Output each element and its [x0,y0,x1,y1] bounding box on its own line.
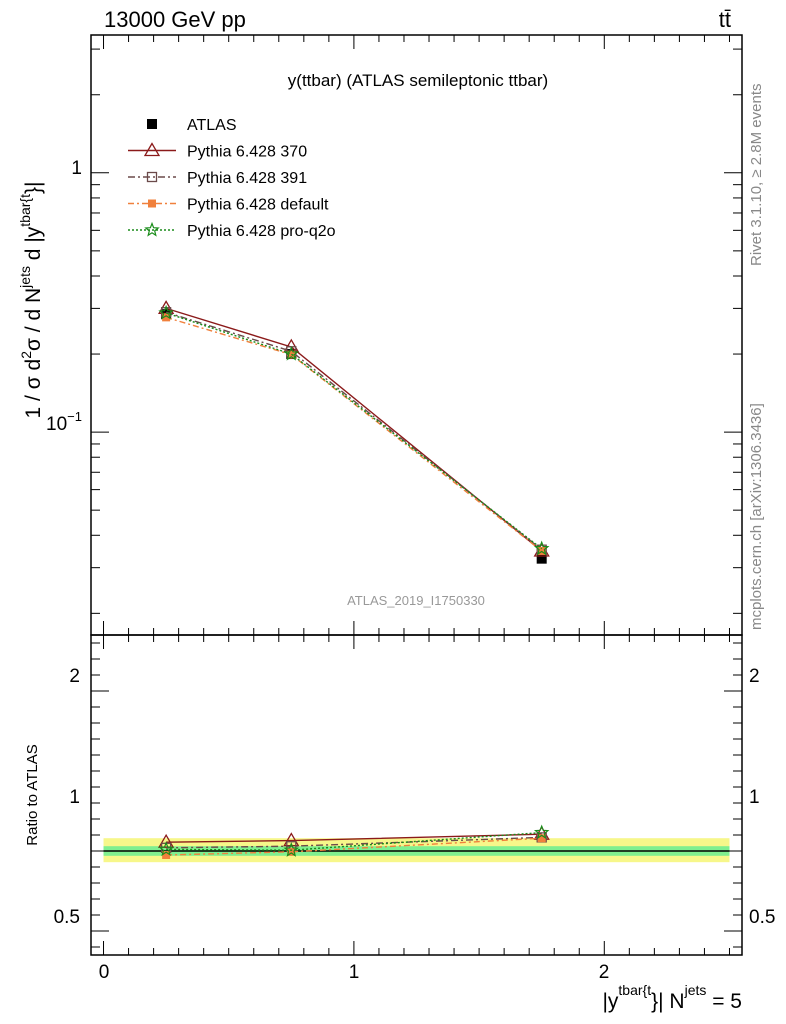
ratio-point-pdefault [162,851,171,859]
xlabel-sup2: jets [684,982,707,998]
ratio-point-pq2o [283,842,300,857]
legend-label-pdefault: Pythia 6.428 default [187,197,329,214]
main-series-line-pq2o [165,312,543,550]
legend-label-p370: Pythia 6.428 370 [187,144,307,161]
legend-marker-atlas [147,119,157,129]
ylabel-sup3: tbar{t [17,194,33,227]
xlabel-part1: |y [602,990,618,1013]
ratio-series-line-p370 [166,833,542,843]
analysis-id: ATLAS_2019_I1750330 [347,593,485,608]
main-series-line-p370 [165,307,543,552]
main-y-tick-label-1: 1 [71,158,82,179]
legend-marker-p391 [146,171,158,183]
main-point-pq2o [533,540,550,556]
main-y-tick-label-0.1: 10−1 [46,409,82,435]
main-y-tick-label-0.1-exp: −1 [67,409,82,424]
ratio-panel: 2 1 0.5 2 1 0.5 Ratio to ATLAS 0 1 2 |yt… [24,634,775,1013]
legend: ATLAS Pythia 6.428 370 Pythia 6.428 391 Pyt… [128,117,336,240]
main-point-pdefault [162,313,171,322]
header-right: tt̄ [719,7,731,32]
ratio-series-line-pq2o [166,831,542,851]
ratio-series [157,824,550,859]
ratio-y-tick-2-left: 2 [69,666,80,687]
legend-label-p391: Pythia 6.428 391 [187,170,307,187]
main-ylabel: 1 / σ d2σ / d Njets d |ytbar{t}| [17,182,45,419]
ylabel-sup2: jets [17,266,33,289]
plot-title: y(ttbar) (ATLAS semileptonic ttbar) [288,71,548,90]
main-series [157,300,550,564]
legend-label-atlas: ATLAS [187,117,237,134]
x-axis-label: |ytbar{t}| Njets = 5 [602,982,742,1013]
ratio-point-pq2o [158,841,174,857]
main-panel: y(ttbar) (ATLAS semileptonic ttbar) ATLA… [17,34,743,636]
ratio-y-tick-05-left: 0.5 [54,907,80,928]
ratio-ylabel: Ratio to ATLAS [24,744,41,845]
main-point-pq2o [283,345,300,361]
main-series-line-p391 [165,311,543,551]
ratio-point-pq2o [533,824,550,840]
ratio-y-tick-05-right: 0.5 [749,907,775,928]
ratio-point-pdefault [287,847,296,856]
ylabel-part2: σ / d N [22,288,45,351]
ratio-y-tick-1-right: 1 [749,787,760,808]
legend-marker-pq2o [144,221,160,237]
main-ylabel-text: 1 / σ d2σ / d Njets d |ytbar{t}| [17,182,45,419]
ratio-y-tick-2-right: 2 [749,666,760,687]
ylabel-sup1: 2 [18,351,34,359]
legend-label-pq2o: Pythia 6.428 pro-q2o [187,223,336,240]
x-tick-label-2: 2 [599,962,610,983]
header-left: 13000 GeV pp [104,7,246,32]
main-point-atlas [536,553,547,564]
ratio-series-line-p391 [166,836,542,849]
mcplots-label: mcplots.cern.ch [arXiv:1306.3436] [748,403,765,630]
ylabel-part3: d |y [22,226,45,266]
xlabel-part3: = 5 [706,990,742,1013]
ratio-y-tick-1-left: 1 [69,787,80,808]
ratio-frame [90,634,743,956]
main-series-line-pdefault [165,316,543,552]
ratio-ticks [91,635,742,955]
ratio-point-pdefault [537,834,546,843]
ylabel-part1: 1 / σ d [22,359,45,419]
main-ticks [91,35,742,635]
xlabel-sup1: tbar{t [618,982,651,998]
main-y-tick-label-0.1-text: 10 [46,414,67,435]
main-point-pq2o [158,304,174,320]
x-tick-label-1: 1 [349,962,360,983]
x-tick-label-0: 0 [99,962,110,983]
ylabel-part4: }| [22,182,45,194]
legend-marker-pdefault [148,199,156,208]
rivet-label: Rivet 3.1.10, ≥ 2.8M events [748,84,765,267]
legend-marker-p370 [143,142,161,157]
xlabel-part2: }| N [651,990,684,1013]
